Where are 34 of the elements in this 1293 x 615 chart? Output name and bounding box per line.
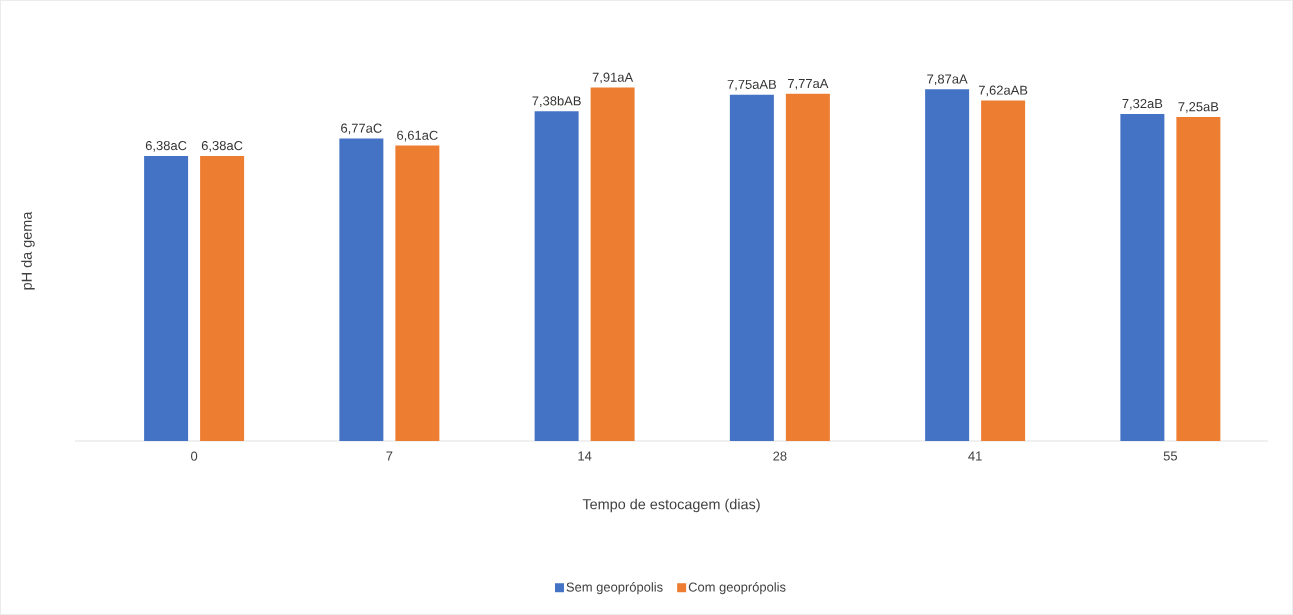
bar xyxy=(200,155,245,441)
x-tick-label: 7 xyxy=(386,451,393,461)
data-label: 7,25aB xyxy=(1178,102,1219,113)
data-label: 7,87aA xyxy=(927,74,968,86)
data-label: 7,38bAB xyxy=(532,95,581,107)
bar xyxy=(534,111,579,441)
legend-label: Sem geoprópolis xyxy=(566,581,663,595)
x-tick-label: 28 xyxy=(773,451,787,461)
data-label: 6,61aC xyxy=(397,130,438,142)
data-label: 7,62aAB xyxy=(978,85,1028,97)
bar xyxy=(981,100,1026,441)
legend-label: Com geoprópolis xyxy=(688,581,786,595)
x-axis-title: Tempo de estocagem (dias) xyxy=(582,498,760,513)
data-label: 7,91aA xyxy=(592,72,634,84)
data-label: 7,77aA xyxy=(788,79,829,90)
data-label: 6,38aC xyxy=(201,140,243,152)
x-tick-label: 0 xyxy=(191,451,198,461)
bar xyxy=(590,87,635,441)
x-tick-label: 41 xyxy=(968,451,982,461)
data-label: 7,75aAB xyxy=(727,79,777,91)
x-tick-label: 14 xyxy=(578,451,592,461)
bar xyxy=(1120,113,1165,441)
bar xyxy=(395,145,440,441)
bar xyxy=(1176,117,1221,441)
data-label: 6,77aC xyxy=(341,123,382,135)
bar xyxy=(144,155,189,441)
bar xyxy=(785,93,830,441)
bar xyxy=(339,138,384,441)
data-label: 6,38aC xyxy=(145,140,187,152)
x-tick-label: 55 xyxy=(1163,451,1178,461)
bar xyxy=(925,89,970,441)
bar xyxy=(729,94,774,441)
y-axis-title: pH da gema xyxy=(21,211,35,290)
data-label: 7,32aB xyxy=(1122,98,1163,110)
